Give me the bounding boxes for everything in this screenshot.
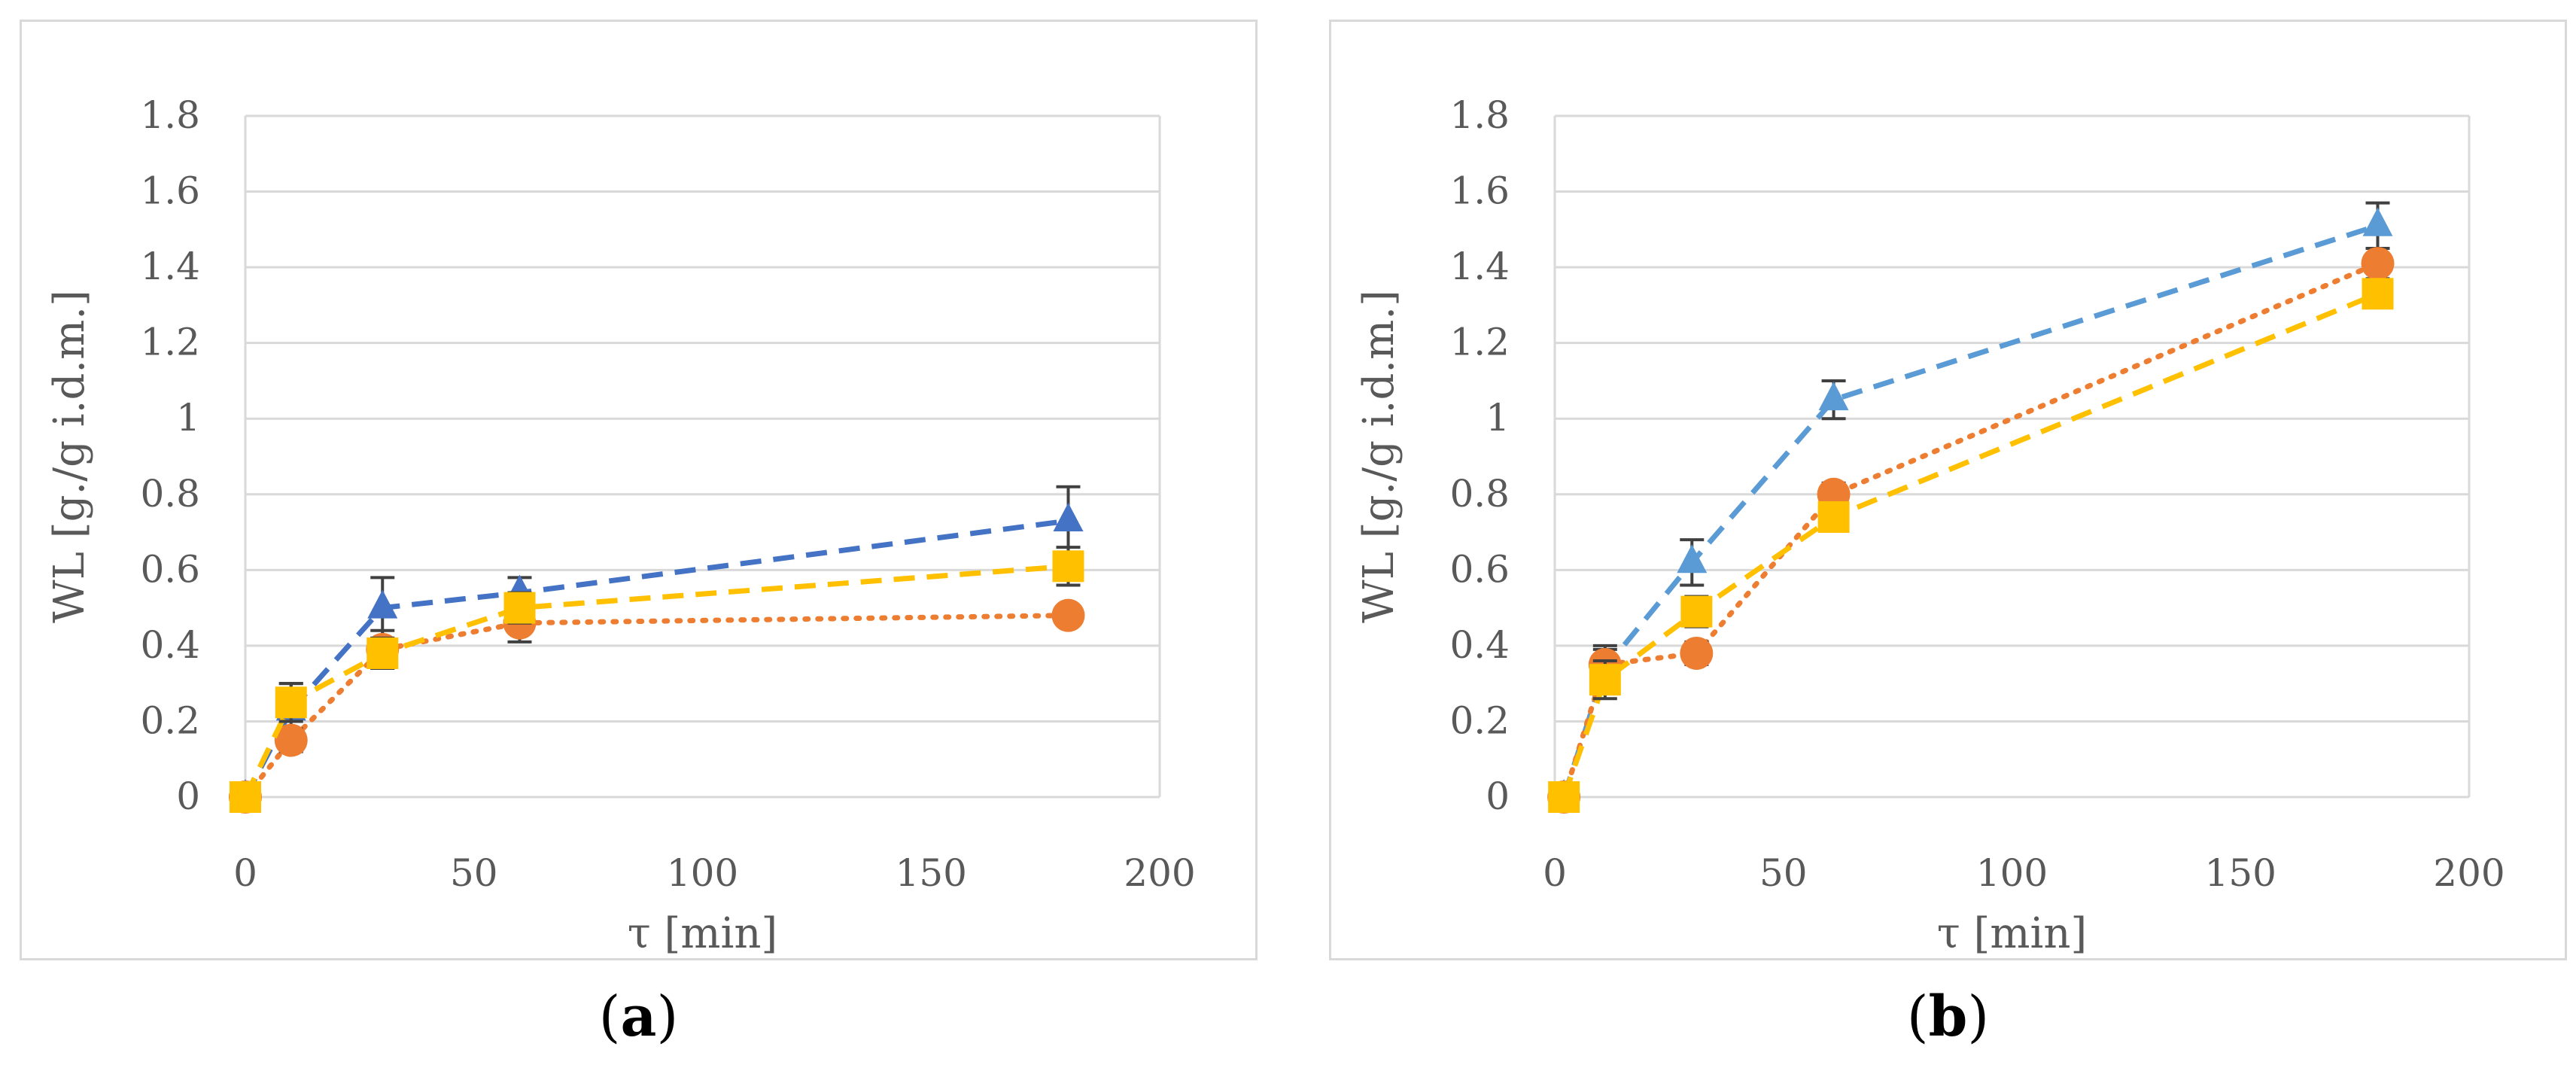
y-tick-label: 1.4 <box>140 245 200 288</box>
data-point-triangle <box>367 589 398 619</box>
data-point-square <box>1817 501 1850 533</box>
data-point-circle <box>274 723 308 757</box>
y-tick-label: 0.8 <box>140 472 200 516</box>
data-point-square <box>275 686 307 719</box>
y-axis-title: WL [g./g i.d.m.] <box>45 290 94 623</box>
y-tick-label: 1.4 <box>1449 245 1510 288</box>
caption-b: (b) <box>1329 984 2567 1049</box>
chart-panel-a: 0 0.2 0.4 0.6 0.8 1 1.2 1.4 1.6 1.8 0 50 100 150 200 τ … <box>20 20 1258 960</box>
y-tick-label: 0.4 <box>1449 623 1510 667</box>
data-point-square <box>1052 550 1084 583</box>
chart-a: 0 0.2 0.4 0.6 0.8 1 1.2 1.4 1.6 1.8 0 50 100 150 200 τ … <box>45 93 1196 958</box>
chart-panel-b: 0 0.2 0.4 0.6 0.8 1 1.2 1.4 1.6 1.8 0 50 100 150 200 τ … <box>1329 20 2567 960</box>
data-point-square <box>1548 781 1580 813</box>
data-point-square <box>1589 664 1621 696</box>
data-point-triangle <box>1677 544 1708 574</box>
data-point-square <box>230 781 261 813</box>
x-axis-title: τ [min] <box>1937 909 2088 958</box>
y-tick-label: 0 <box>1486 774 1510 818</box>
y-tick-label: 1.2 <box>140 321 200 364</box>
square-series <box>1548 278 2394 813</box>
y-tick-label: 0.4 <box>140 623 200 667</box>
data-point-triangle <box>1053 502 1084 531</box>
caption-b-close: ) <box>1967 984 1990 1049</box>
caption-a-close: ) <box>656 984 679 1049</box>
y-tick-label: 1.6 <box>1449 169 1510 213</box>
data-point-circle <box>1680 636 1714 670</box>
y-tick-label: 1.8 <box>140 93 200 137</box>
caption-b-label: b <box>1928 984 1968 1049</box>
data-point-circle <box>2361 247 2395 281</box>
y-tick-label: 1.8 <box>1449 93 1510 137</box>
data-point-square <box>1680 595 1713 628</box>
data-point-square <box>2362 278 2394 310</box>
y-tick-label: 0.6 <box>1449 547 1510 591</box>
caption-a-open: ( <box>598 984 621 1049</box>
square-series <box>230 546 1084 813</box>
y-tick-label: 0.8 <box>1449 472 1510 516</box>
data-point-square <box>503 592 536 624</box>
y-tick-label: 1.6 <box>140 169 200 213</box>
data-point-triangle <box>1818 382 1849 411</box>
square-series-line <box>242 563 1069 799</box>
y-tick-label: 1.2 <box>1449 321 1510 364</box>
data-point-square <box>366 637 399 669</box>
circle-series-line <box>242 613 1071 800</box>
x-tick-label: 150 <box>2205 851 2276 895</box>
triangle-series <box>1549 201 2393 808</box>
y-tick-label: 1 <box>176 396 200 440</box>
x-tick-label: 0 <box>1543 851 1567 895</box>
y-tick-label: 0 <box>176 774 200 818</box>
caption-a-label: a <box>620 984 657 1049</box>
circle-series <box>229 598 1085 814</box>
y-tick-label: 1 <box>1486 396 1510 440</box>
caption-a: (a) <box>20 984 1258 1049</box>
x-tick-label: 100 <box>1976 851 2048 895</box>
y-tick-label: 0.6 <box>140 547 200 591</box>
triangle-series <box>230 485 1084 808</box>
data-point-triangle <box>2362 207 2393 236</box>
x-tick-label: 200 <box>2433 851 2505 895</box>
x-tick-label: 50 <box>1759 851 1808 895</box>
data-point-circle <box>1051 598 1085 632</box>
triangle-series-line <box>1561 223 2379 799</box>
y-axis-title: WL [g./g i.d.m.] <box>1355 290 1404 623</box>
circle-series <box>1547 246 2395 814</box>
x-tick-label: 0 <box>233 851 257 895</box>
x-tick-label: 150 <box>896 851 967 895</box>
x-tick-label: 50 <box>450 851 498 895</box>
y-tick-label: 0.2 <box>140 698 200 742</box>
x-tick-label: 100 <box>667 851 738 895</box>
y-tick-label: 0.2 <box>1449 698 1510 742</box>
caption-b-open: ( <box>1906 984 1929 1049</box>
x-axis-title: τ [min] <box>628 909 778 958</box>
x-tick-label: 200 <box>1124 851 1195 895</box>
chart-b: 0 0.2 0.4 0.6 0.8 1 1.2 1.4 1.6 1.8 0 50 100 150 200 τ … <box>1355 93 2505 958</box>
